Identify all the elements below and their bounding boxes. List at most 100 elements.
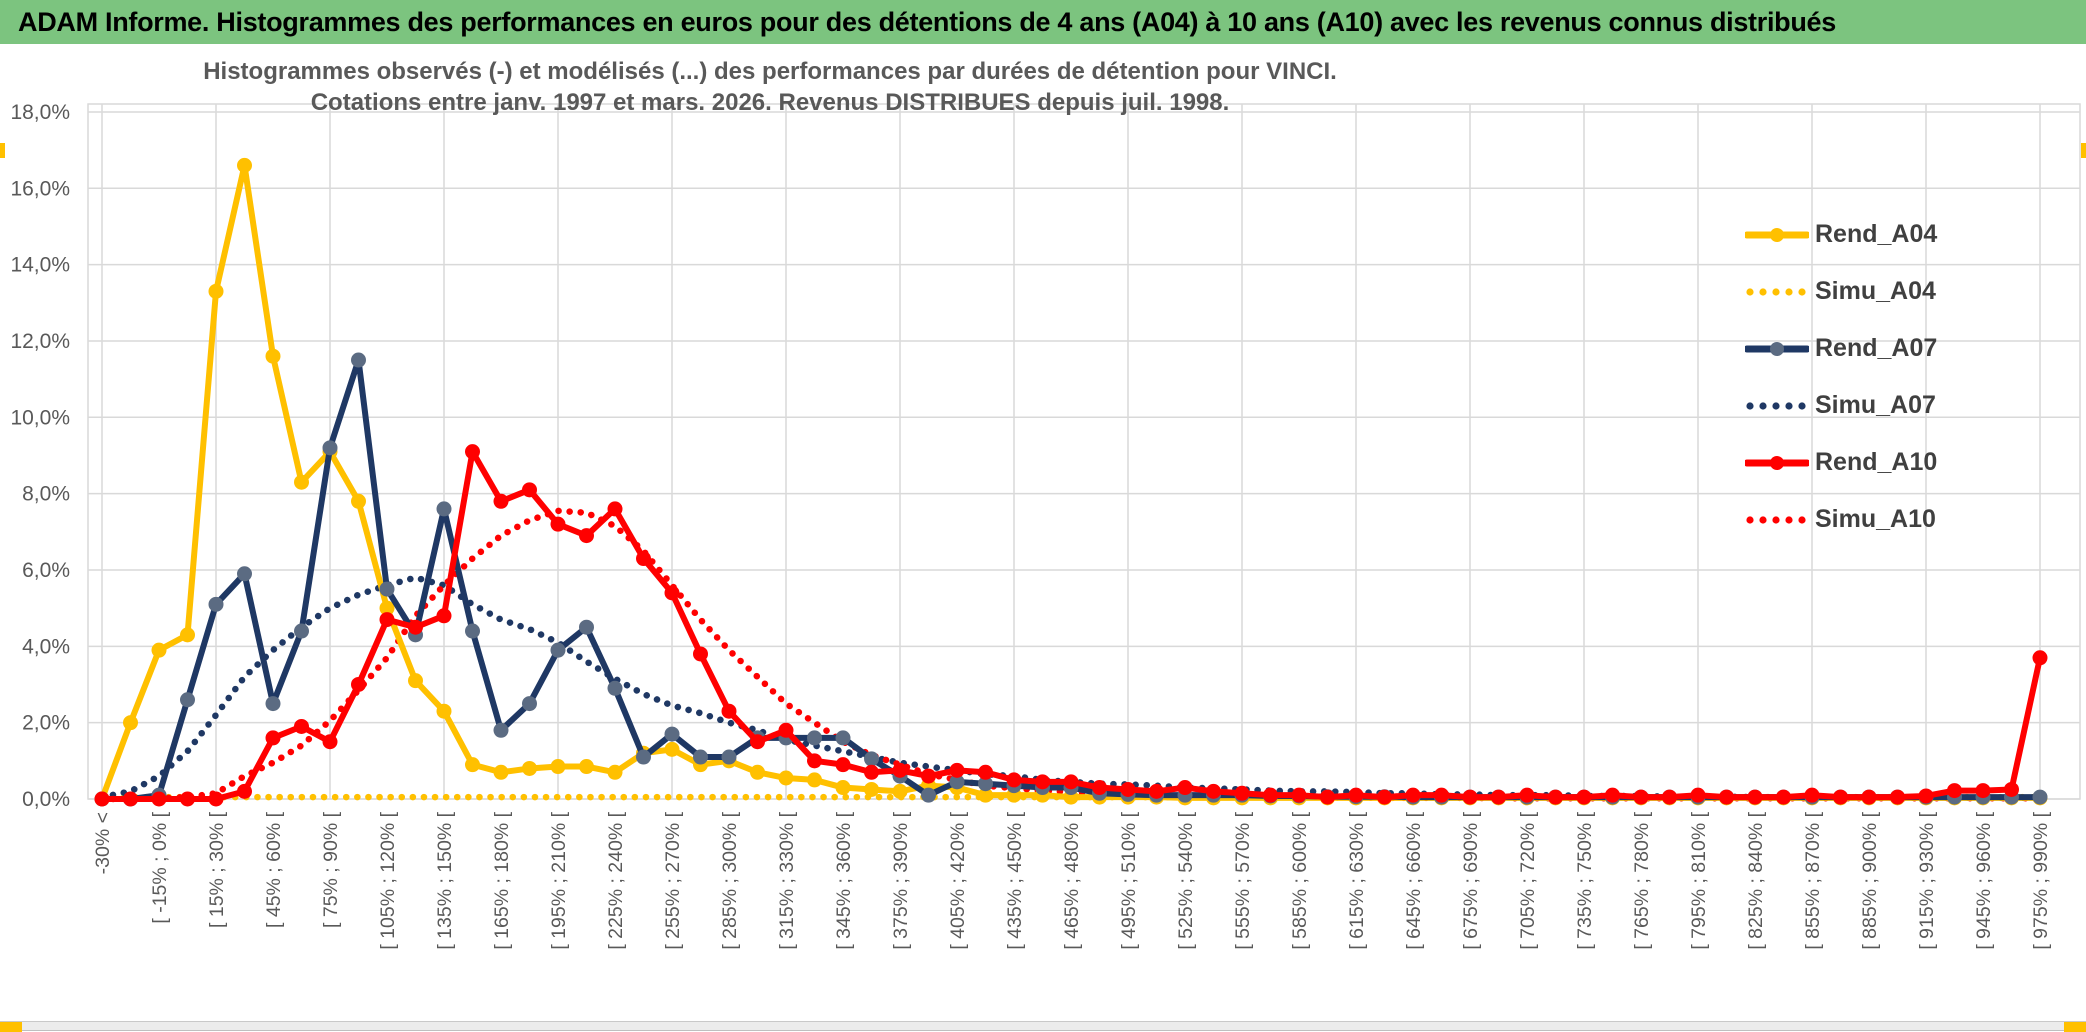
marker-rend_a10 xyxy=(1776,789,1791,805)
marker-rend_a10 xyxy=(351,676,366,692)
marker-rend_a10 xyxy=(1690,787,1706,803)
marker-rend_a04 xyxy=(493,764,509,780)
x-axis-tick: [ 795% ; 810% [ xyxy=(1688,811,1710,949)
marker-rend_a07 xyxy=(436,501,452,517)
x-axis-tick: [ 165% ; 180% [ xyxy=(491,811,513,949)
x-axis-tick: [ 615% ; 630% [ xyxy=(1346,811,1368,949)
marker-rend_a10 xyxy=(151,791,167,807)
marker-rend_a07 xyxy=(265,696,281,712)
marker-rend_a10 xyxy=(1947,783,1962,799)
x-axis-tick: [ 375% ; 390% [ xyxy=(890,811,912,949)
marker-rend_a07 xyxy=(579,619,594,635)
marker-rend_a10 xyxy=(1918,788,1934,804)
x-axis-tick: [ 885% ; 900% [ xyxy=(1859,811,1881,949)
x-axis-tick: [ 75% ; 90% [ xyxy=(320,811,342,928)
marker-rend_a10 xyxy=(1120,781,1136,797)
marker-rend_a10 xyxy=(1092,780,1107,796)
marker-rend_a10 xyxy=(1462,789,1478,805)
marker-rend_a07 xyxy=(835,730,851,746)
legend-label-simu_a10: Simu_A10 xyxy=(1815,505,1936,533)
y-axis-tick: 10,0% xyxy=(10,406,70,429)
marker-rend_a10 xyxy=(1804,787,1820,803)
legend-label-rend_a04: Rend_A04 xyxy=(1815,220,1938,248)
marker-rend_a10 xyxy=(1234,785,1250,801)
marker-rend_a07 xyxy=(2032,789,2048,805)
marker-rend_a04 xyxy=(550,759,566,775)
x-axis-tick: [ 495% ; 510% [ xyxy=(1118,811,1140,949)
marker-rend_a04 xyxy=(978,787,993,803)
legend-item-rend_a04: Rend_A04 xyxy=(1745,206,1937,263)
marker-rend_a10 xyxy=(1861,789,1877,805)
bottom-corner-accent-left xyxy=(0,1022,22,1032)
x-axis-tick: [ 435% ; 450% [ xyxy=(1004,811,1026,949)
marker-rend_a04 xyxy=(237,157,252,173)
marker-rend_a10 xyxy=(778,722,794,738)
marker-rend_a04 xyxy=(123,715,138,731)
marker-rend_a07 xyxy=(978,776,993,792)
chart-title: Histogrammes observés (-) et modélisés (… xyxy=(140,56,1400,118)
x-axis-tick: [ 645% ; 660% [ xyxy=(1403,811,1425,949)
x-axis-tick: [ 705% ; 720% [ xyxy=(1517,811,1539,949)
marker-rend_a10 xyxy=(550,516,566,532)
marker-rend_a04 xyxy=(180,627,195,643)
marker-rend_a10 xyxy=(1063,774,1079,790)
marker-rend_a10 xyxy=(750,734,765,750)
marker-rend_a04 xyxy=(522,760,537,776)
marker-rend_a10 xyxy=(237,783,252,799)
slide-edge-accent-right xyxy=(2081,143,2086,158)
x-axis-tick: [ 135% ; 150% [ xyxy=(434,811,456,949)
marker-rend_a10 xyxy=(1633,789,1649,805)
x-axis-tick: [ 285% ; 300% [ xyxy=(719,811,741,949)
marker-rend_a07 xyxy=(921,787,936,803)
marker-rend_a10 xyxy=(1519,787,1535,803)
marker-rend_a10 xyxy=(522,482,537,498)
marker-rend_a07 xyxy=(522,696,537,712)
x-axis-tick: [ 825% ; 840% [ xyxy=(1745,811,1767,949)
marker-rend_a07 xyxy=(351,352,366,368)
marker-rend_a10 xyxy=(1491,789,1506,805)
y-axis-tick: 0,0% xyxy=(22,788,70,811)
marker-rend_a07 xyxy=(693,749,708,765)
y-axis-tick: 14,0% xyxy=(10,254,70,277)
x-axis-tick: [ 195% ; 210% [ xyxy=(548,811,570,949)
legend-swatch-rend_a10 xyxy=(1745,455,1809,470)
marker-rend_a10 xyxy=(664,585,680,601)
legend-label-simu_a04: Simu_A04 xyxy=(1815,277,1936,305)
marker-rend_a04 xyxy=(294,474,309,490)
marker-rend_a04 xyxy=(807,772,822,788)
marker-rend_a10 xyxy=(1576,789,1592,805)
chart-title-line1: Histogrammes observés (-) et modélisés (… xyxy=(203,58,1337,85)
series-simu_a10 xyxy=(98,507,2044,803)
marker-rend_a07 xyxy=(864,751,879,767)
x-axis-tick: [ 105% ; 120% [ xyxy=(377,811,399,949)
x-axis-tick: [ 15% ; 30% [ xyxy=(206,811,228,928)
marker-rend_a07 xyxy=(636,749,651,765)
marker-rend_a04 xyxy=(835,780,851,796)
x-axis-tick: [ 675% ; 690% [ xyxy=(1460,811,1482,949)
marker-rend_a10 xyxy=(1348,787,1364,803)
x-axis-tick: [ 975% ; 990% [ xyxy=(2030,811,2052,949)
marker-rend_a10 xyxy=(1149,783,1164,799)
marker-rend_a10 xyxy=(2004,781,2019,797)
x-axis-tick: [ 315% ; 330% [ xyxy=(776,811,798,949)
y-axis-tick: 12,0% xyxy=(10,330,70,353)
marker-rend_a10 xyxy=(835,757,851,773)
marker-rend_a10 xyxy=(379,612,395,628)
marker-rend_a07 xyxy=(180,692,195,708)
legend-swatch-rend_a04 xyxy=(1745,227,1809,242)
marker-rend_a10 xyxy=(1662,789,1677,805)
marker-rend_a10 xyxy=(1548,789,1563,805)
x-axis-tick: [ 465% ; 480% [ xyxy=(1061,811,1083,949)
marker-rend_a10 xyxy=(949,762,965,778)
x-axis-tick: [ 555% ; 570% [ xyxy=(1232,811,1254,949)
marker-rend_a07 xyxy=(949,774,965,790)
marker-rend_a04 xyxy=(351,493,366,509)
bottom-strip xyxy=(0,1021,2086,1032)
marker-rend_a07 xyxy=(807,730,822,746)
legend-swatch-simu_a10 xyxy=(1746,515,1806,524)
y-axis-tick: 16,0% xyxy=(10,177,70,200)
marker-rend_a04 xyxy=(664,741,680,757)
marker-rend_a10 xyxy=(1890,789,1905,805)
legend-item-rend_a10: Rend_A10 xyxy=(1745,434,1937,491)
